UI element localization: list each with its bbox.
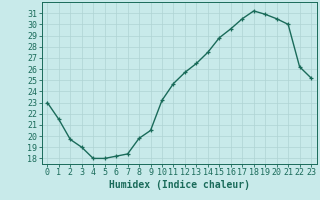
- X-axis label: Humidex (Indice chaleur): Humidex (Indice chaleur): [109, 180, 250, 190]
